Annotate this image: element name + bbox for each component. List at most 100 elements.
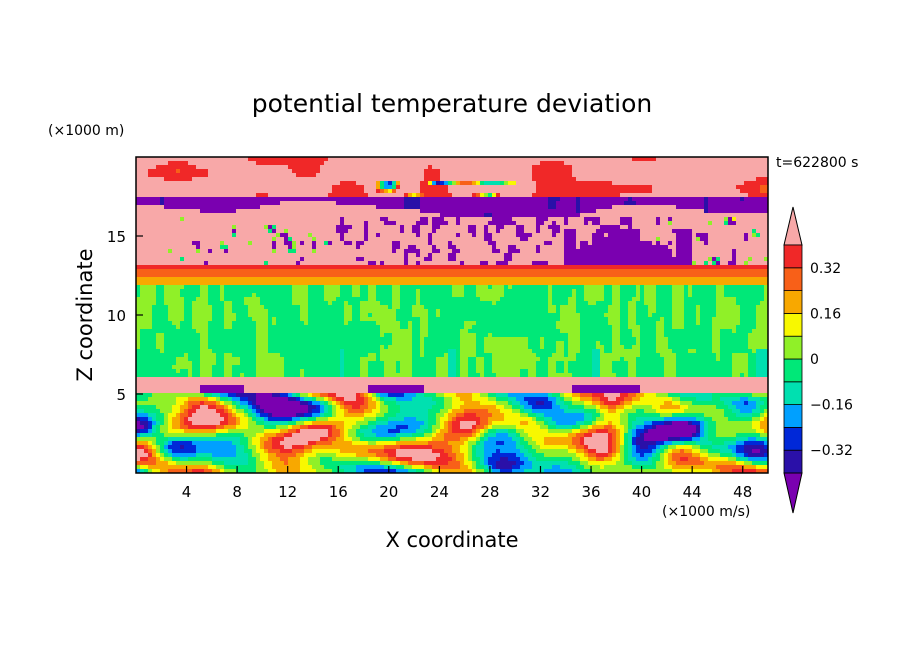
field-cell — [360, 393, 365, 398]
field-cell — [564, 349, 569, 354]
field-cell — [472, 193, 477, 198]
field-cell — [484, 341, 529, 346]
field-cell — [312, 409, 321, 414]
field-cell — [624, 457, 629, 462]
field-cell — [520, 401, 529, 406]
field-cell — [460, 425, 473, 430]
field-cell — [212, 317, 225, 322]
field-cell — [336, 397, 345, 402]
field-cell — [364, 185, 377, 190]
field-cell — [472, 397, 489, 402]
field-cell — [548, 205, 557, 210]
field-cell — [536, 361, 549, 366]
field-cell — [624, 357, 637, 362]
field-cell — [688, 289, 693, 294]
field-cell — [344, 469, 357, 473]
field-cell — [576, 465, 585, 470]
field-cell — [460, 361, 469, 366]
field-cell — [208, 329, 257, 334]
field-cell — [524, 409, 533, 414]
field-cell — [412, 361, 437, 366]
field-cell — [476, 229, 485, 234]
field-cell — [628, 421, 633, 426]
field-cell — [716, 305, 741, 310]
field-cell — [380, 185, 385, 190]
field-cell — [404, 257, 409, 262]
field-cell — [420, 329, 429, 334]
field-cell — [492, 353, 537, 358]
field-cell — [344, 413, 365, 418]
field-cell — [708, 261, 713, 266]
field-cell — [536, 353, 553, 358]
field-cell — [568, 349, 581, 354]
field-cell — [368, 229, 401, 234]
field-cell — [344, 221, 365, 226]
field-cell — [344, 397, 357, 402]
field-cell — [732, 449, 737, 454]
field-cell — [452, 449, 461, 454]
field-cell — [460, 337, 477, 342]
field-cell — [664, 373, 677, 378]
field-cell — [524, 429, 549, 434]
field-cell — [440, 309, 549, 314]
time-label: t=622800 s — [776, 155, 858, 171]
field-cell — [232, 373, 241, 378]
field-cell — [592, 417, 597, 422]
field-cell — [220, 241, 225, 246]
field-cell — [424, 257, 433, 262]
field-cell — [300, 457, 309, 462]
field-cell — [160, 429, 169, 434]
field-cell — [564, 353, 569, 358]
field-cell — [380, 329, 413, 334]
field-cell — [152, 425, 157, 430]
field-cell — [624, 449, 629, 454]
colorbar-box — [783, 335, 803, 360]
field-cell — [148, 429, 153, 434]
field-cell — [208, 169, 293, 174]
field-cell — [576, 449, 585, 454]
field-cell — [452, 409, 465, 414]
field-cell — [560, 465, 577, 470]
field-cell — [388, 393, 405, 398]
field-cell — [236, 421, 241, 426]
field-cell — [528, 345, 541, 350]
field-cell — [208, 321, 225, 326]
field-cell — [280, 441, 309, 446]
field-cell — [756, 429, 765, 434]
field-cell — [212, 469, 221, 473]
field-cell — [156, 441, 165, 446]
field-cell — [188, 417, 225, 422]
field-cell — [180, 417, 185, 422]
field-cell — [512, 253, 565, 258]
field-cell — [580, 245, 669, 250]
field-cell — [716, 297, 737, 302]
field-cell — [160, 469, 169, 473]
field-cell — [236, 313, 249, 318]
field-cell — [552, 221, 557, 226]
field-cell — [712, 337, 721, 342]
field-cell — [396, 433, 413, 438]
field-cell — [440, 213, 485, 218]
field-cell — [672, 325, 685, 330]
field-cell — [136, 313, 153, 318]
field-cell — [492, 301, 497, 306]
field-cell — [556, 397, 561, 402]
field-cell — [420, 197, 549, 202]
field-cell — [292, 241, 297, 246]
field-cell — [692, 401, 725, 406]
field-cell — [748, 353, 757, 358]
field-cell — [152, 309, 169, 314]
field-cell — [144, 449, 149, 454]
field-cell — [724, 441, 737, 446]
field-cell — [440, 429, 449, 434]
field-cell — [156, 341, 165, 346]
field-cell — [728, 217, 733, 222]
field-cell — [236, 229, 269, 234]
field-cell — [136, 157, 249, 162]
field-cell — [256, 465, 265, 470]
field-cell — [136, 289, 141, 294]
field-cell — [740, 197, 745, 202]
field-cell — [380, 233, 417, 238]
field-cell — [136, 469, 141, 473]
field-cell — [340, 353, 345, 358]
